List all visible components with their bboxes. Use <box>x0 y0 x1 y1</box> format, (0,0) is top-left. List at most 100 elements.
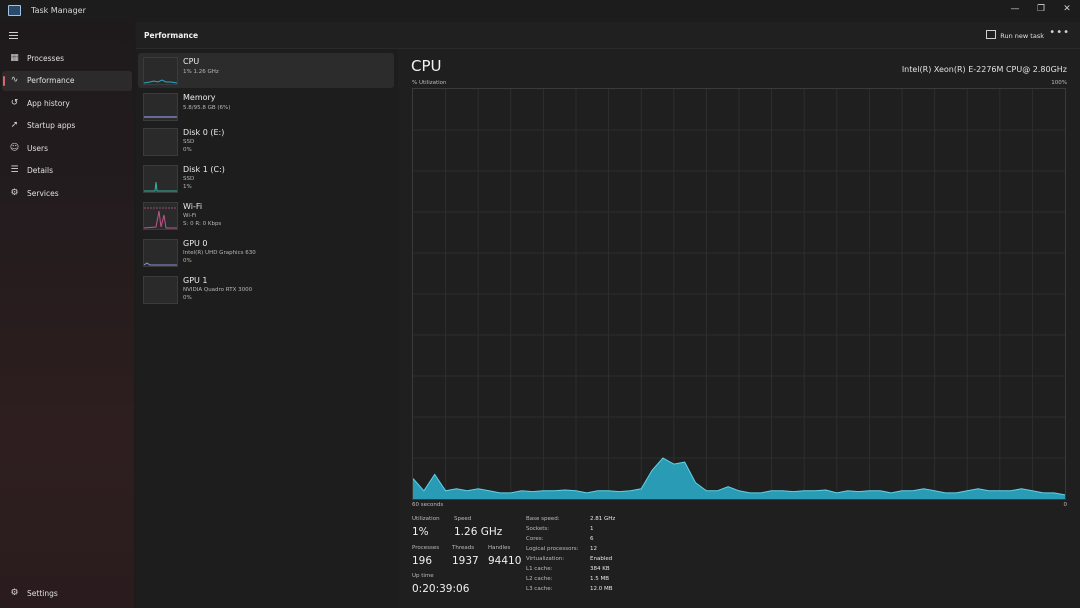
threads-label: Threads <box>452 545 475 551</box>
memory-thumbnail-graph <box>143 93 178 121</box>
device-name: Wi-Fi <box>183 202 203 211</box>
device-gpu-1[interactable]: GPU 1 NVIDIA Quadro RTX 3000 0% <box>138 272 394 307</box>
spec-key: Base speed: <box>526 516 560 522</box>
title-bar: Task Manager — ❐ ✕ <box>0 0 1080 22</box>
device-detail: 1% <box>183 184 192 190</box>
services-icon: ⚙ <box>10 188 19 198</box>
handles-label: Handles <box>488 545 511 551</box>
cpu-model-name: Intel(R) Xeon(R) E-2276M CPU@ 2.80GHz <box>901 65 1067 74</box>
startup-icon: ➚ <box>10 120 19 130</box>
settings-icon: ⚙ <box>10 588 19 598</box>
run-new-task-label: Run new task <box>1000 32 1044 40</box>
gpu0-thumbnail-graph <box>143 239 178 267</box>
sidebar-item-details[interactable]: ☰ Details <box>2 161 132 181</box>
spec-value: 12 <box>590 546 597 552</box>
users-icon: ☺ <box>9 143 20 153</box>
device-name: Disk 1 (C:) <box>183 165 225 174</box>
cpu-graph-svg <box>412 89 1066 499</box>
speed-label: Speed <box>454 516 472 522</box>
sidebar-item-performance[interactable]: ∿ Performance <box>2 71 132 91</box>
minimize-button[interactable]: — <box>1010 4 1020 14</box>
sidebar-item-app-history[interactable]: ↺ App history <box>2 94 132 114</box>
sidebar: ▦ Processes ∿ Performance ↺ App history … <box>0 22 134 608</box>
page-header: Performance Run new task ••• <box>136 22 1080 49</box>
wifi-thumbnail-graph <box>143 202 178 230</box>
sidebar-item-label: Settings <box>27 589 58 598</box>
device-name: Disk 0 (E:) <box>183 128 225 137</box>
speed-value: 1.26 GHz <box>454 526 503 538</box>
sidebar-item-label: Processes <box>27 54 64 63</box>
cpu-thumbnail-graph <box>143 57 178 85</box>
more-options-icon[interactable]: ••• <box>1049 27 1070 38</box>
device-detail: SSD <box>183 176 195 182</box>
device-detail: 0% <box>183 258 192 264</box>
device-detail: SSD <box>183 139 195 145</box>
device-detail: Intel(R) UHD Graphics 630 <box>183 250 256 256</box>
spec-key: L2 cache: <box>526 576 553 582</box>
sidebar-item-label: Services <box>27 189 59 198</box>
sidebar-item-settings[interactable]: ⚙ Settings <box>2 584 132 604</box>
hamburger-menu-icon[interactable] <box>9 32 18 41</box>
task-manager-app-icon <box>8 5 21 16</box>
sidebar-item-startup-apps[interactable]: ➚ Startup apps <box>2 116 132 136</box>
device-detail: 5.8/95.8 GB (6%) <box>183 105 231 111</box>
sidebar-item-label: Details <box>27 166 54 175</box>
sidebar-item-processes[interactable]: ▦ Processes <box>2 49 132 69</box>
spec-key: Logical processors: <box>526 546 579 552</box>
spec-value: 12.0 MB <box>590 586 613 592</box>
device-list: CPU 1% 1.26 GHz Memory 5.8/95.8 GB (6%) … <box>136 49 398 608</box>
device-wifi[interactable]: Wi-Fi Wi-Fi S: 0 R: 0 Kbps <box>138 198 394 233</box>
utilization-value: 1% <box>412 526 429 538</box>
spec-key: Virtualization: <box>526 556 565 562</box>
device-memory[interactable]: Memory 5.8/95.8 GB (6%) <box>138 89 394 124</box>
sidebar-item-label: Users <box>27 144 49 153</box>
device-detail: Wi-Fi <box>183 213 197 219</box>
min-value-label: 0 <box>1063 502 1068 508</box>
performance-icon: ∿ <box>10 75 19 85</box>
cpu-utilization-line <box>412 457 1066 496</box>
spec-value: 1.5 MB <box>590 576 610 582</box>
page-title: Performance <box>144 31 199 40</box>
cpu-heading: CPU <box>411 57 442 75</box>
device-name: GPU 0 <box>183 239 208 248</box>
sidebar-item-label: App history <box>27 99 70 108</box>
spec-value: 2.81 GHz <box>590 516 616 522</box>
gpu1-thumbnail-graph <box>143 276 178 304</box>
handles-value: 94410 <box>488 555 522 567</box>
device-name: GPU 1 <box>183 276 208 285</box>
spec-value: 1 <box>590 526 594 532</box>
history-icon: ↺ <box>10 98 19 108</box>
sidebar-item-users[interactable]: ☺ Users <box>2 139 132 159</box>
close-button[interactable]: ✕ <box>1063 4 1071 14</box>
uptime-label: Up time <box>412 573 434 579</box>
spec-key: L3 cache: <box>526 586 553 592</box>
device-disk-0[interactable]: Disk 0 (E:) SSD 0% <box>138 124 394 159</box>
cpu-detail-panel: CPU Intel(R) Xeon(R) E-2276M CPU@ 2.80GH… <box>398 49 1080 608</box>
window-title: Task Manager <box>31 6 86 15</box>
run-new-task-button[interactable]: Run new task <box>986 30 1044 40</box>
device-detail: 1% 1.26 GHz <box>183 69 219 75</box>
spec-key: L1 cache: <box>526 566 553 572</box>
spec-value: Enabled <box>590 556 613 562</box>
utilization-axis-label: % Utilization <box>412 80 447 86</box>
details-icon: ☰ <box>10 165 19 175</box>
selection-indicator <box>3 76 5 86</box>
spec-key: Cores: <box>526 536 544 542</box>
device-cpu[interactable]: CPU 1% 1.26 GHz <box>138 53 394 88</box>
spec-value: 6 <box>590 536 594 542</box>
device-name: Memory <box>183 93 216 102</box>
device-detail: 0% <box>183 295 192 301</box>
spec-key: Sockets: <box>526 526 550 532</box>
max-percent-label: 100% <box>1051 80 1067 86</box>
threads-value: 1937 <box>452 555 479 567</box>
sidebar-item-services[interactable]: ⚙ Services <box>2 184 132 204</box>
device-name: CPU <box>183 57 200 66</box>
device-gpu-0[interactable]: GPU 0 Intel(R) UHD Graphics 630 0% <box>138 235 394 270</box>
sidebar-item-label: Startup apps <box>27 121 76 130</box>
device-detail: 0% <box>183 147 192 153</box>
maximize-button[interactable]: ❐ <box>1036 4 1046 14</box>
run-task-icon <box>986 30 997 39</box>
device-disk-1[interactable]: Disk 1 (C:) SSD 1% <box>138 161 394 196</box>
processes-label: Processes <box>412 545 440 551</box>
disk1-thumbnail-graph <box>143 165 178 193</box>
